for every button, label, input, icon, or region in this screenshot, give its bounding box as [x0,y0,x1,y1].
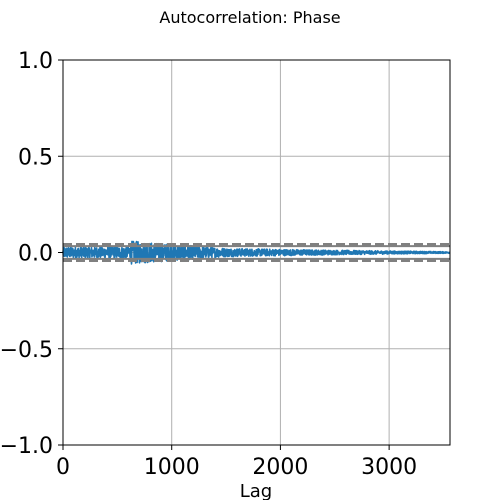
x-axis-label: Lag [240,481,272,500]
x-tick-label-0: 0 [56,455,70,480]
chart-title: Autocorrelation: Phase [159,8,340,27]
autocorrelation-line [62,240,451,265]
y-tick-label-2: 0.0 [18,242,53,267]
y-axis: 1.0 0.5 0.0 −0.5 −1.0 [0,49,63,459]
y-tick-label-1: 0.5 [18,145,53,170]
x-tick-label-3: 3000 [361,455,417,480]
series-layer [62,240,451,265]
y-tick-label-3: −0.5 [0,338,53,363]
y-tick-label-0: 1.0 [18,49,53,74]
x-tick-label-1: 1000 [144,455,200,480]
y-tick-label-4: −1.0 [0,434,53,459]
x-tick-label-2: 2000 [252,455,308,480]
x-axis: 0 1000 2000 3000 [56,445,417,480]
